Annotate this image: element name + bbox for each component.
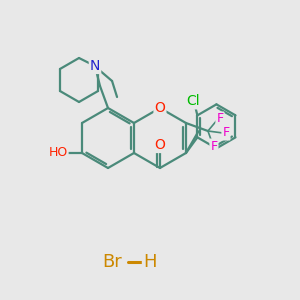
Text: HO: HO <box>48 146 68 160</box>
Text: F: F <box>216 112 224 125</box>
Text: Br: Br <box>102 253 122 271</box>
Text: F: F <box>222 127 230 140</box>
Text: O: O <box>154 101 165 115</box>
Text: N: N <box>90 59 100 73</box>
Text: H: H <box>143 253 157 271</box>
Text: O: O <box>154 138 165 152</box>
Text: Cl: Cl <box>187 94 200 108</box>
Text: F: F <box>210 140 218 152</box>
